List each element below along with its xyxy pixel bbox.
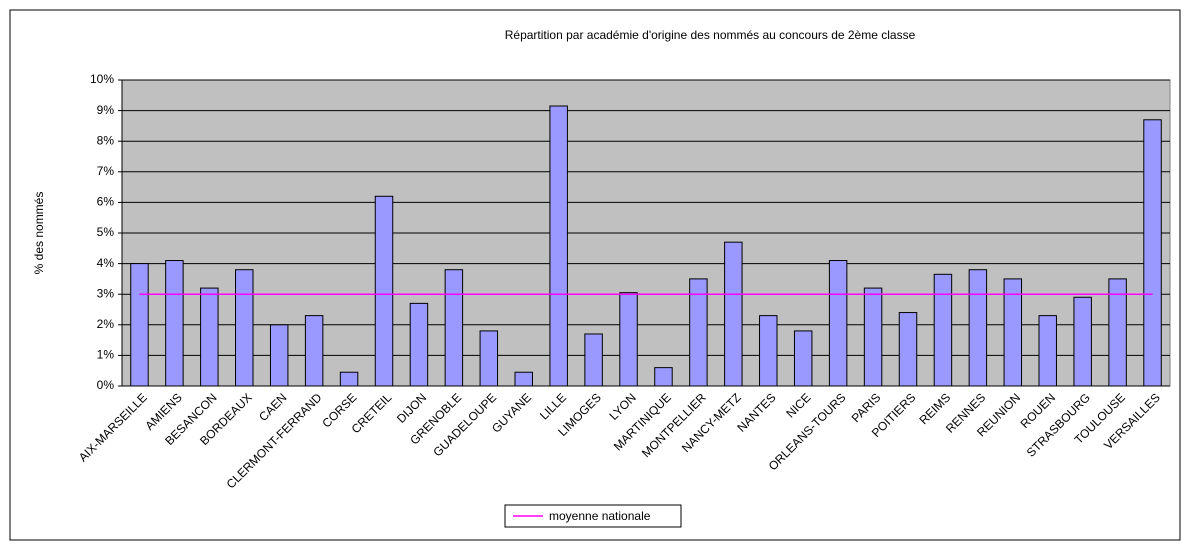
bar [165,260,184,387]
y-axis-label: % des nommés [32,192,46,275]
bar [549,105,568,387]
y-tick-label: 2% [97,317,115,331]
bar [724,241,743,387]
bar [200,287,219,387]
bar [689,278,708,387]
bar [1038,315,1057,387]
y-tick-label: 9% [97,103,115,117]
bar [793,330,813,387]
bar [130,263,149,387]
y-tick-label: 5% [97,225,115,239]
bar [339,371,359,387]
bar [863,287,883,387]
bar [374,195,394,387]
bar [269,324,289,387]
bar [1003,278,1023,387]
bar [584,333,603,387]
bar [444,269,464,387]
bar [1143,119,1162,387]
y-tick-label: 4% [97,256,115,270]
bar [1073,296,1092,387]
bar [654,367,673,387]
bar [898,312,918,387]
y-tick-label: 6% [97,195,115,209]
legend-box [504,504,682,528]
y-tick-label: 8% [97,133,115,147]
bar [235,269,254,387]
bar [968,269,988,387]
bar [933,273,953,387]
bar [828,260,848,387]
y-tick-label: 10% [90,72,114,86]
bar [409,302,429,387]
y-tick-label: 1% [97,348,115,362]
bar [304,315,324,387]
bar [479,330,499,387]
y-tick-label: 7% [97,164,115,178]
bar [514,371,533,387]
y-tick-label: 0% [97,378,115,392]
bar [1108,278,1127,387]
bar [759,315,778,387]
chart-title: Répartition par académie d'origine des n… [505,28,916,42]
legend-label: moyenne nationale [549,509,651,523]
bar [619,292,638,387]
y-tick-label: 3% [97,286,115,300]
